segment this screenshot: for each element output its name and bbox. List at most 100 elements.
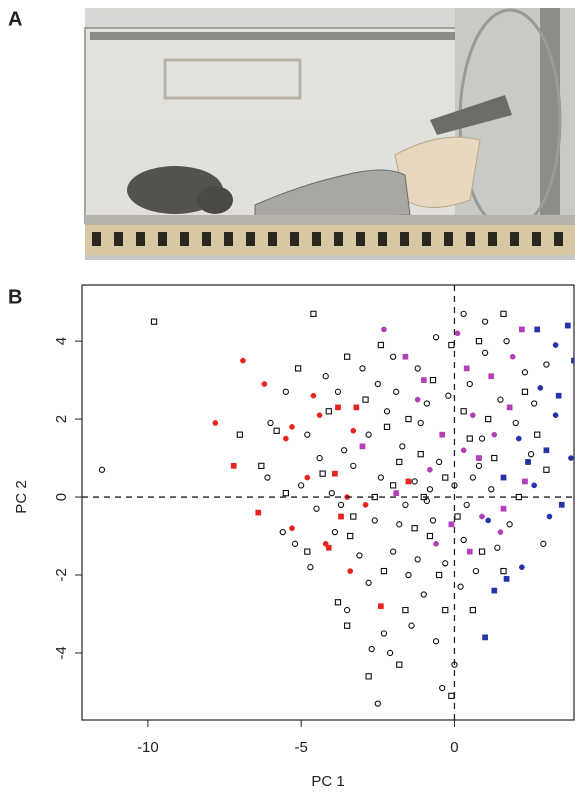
point — [420, 591, 427, 598]
point — [552, 342, 559, 348]
point — [283, 435, 289, 442]
point — [371, 517, 378, 524]
point — [522, 478, 528, 485]
point — [258, 462, 265, 470]
point — [378, 603, 384, 610]
point — [466, 380, 473, 388]
point — [500, 567, 507, 575]
photo — [84, 8, 575, 260]
ruler-mark — [378, 232, 387, 246]
point — [527, 451, 535, 458]
point — [344, 622, 351, 629]
point — [380, 630, 388, 637]
point — [307, 564, 314, 571]
point — [442, 606, 449, 614]
point — [405, 478, 412, 485]
plot-frame — [81, 284, 575, 721]
ruler-mark — [554, 232, 563, 246]
point — [334, 388, 342, 395]
point — [377, 341, 385, 349]
point — [313, 505, 320, 512]
point — [565, 322, 571, 329]
point — [525, 459, 531, 465]
point — [325, 544, 332, 551]
point — [365, 673, 372, 680]
point — [377, 474, 385, 481]
point — [426, 532, 434, 540]
ruler-mark — [246, 232, 255, 246]
point — [304, 548, 311, 555]
point — [460, 447, 467, 454]
point — [340, 447, 348, 454]
point — [469, 606, 476, 614]
y-tick-label: -2 — [53, 568, 70, 581]
point — [543, 447, 550, 454]
point — [423, 400, 431, 407]
point — [481, 349, 489, 356]
point — [396, 458, 403, 466]
point — [454, 513, 461, 520]
point — [454, 330, 461, 337]
point — [356, 552, 363, 559]
point — [381, 326, 387, 333]
ruler-mark — [466, 232, 475, 246]
point — [399, 443, 406, 450]
point — [537, 385, 544, 391]
point — [534, 326, 541, 333]
point — [543, 466, 550, 473]
point — [365, 431, 372, 438]
point — [433, 540, 439, 547]
point — [429, 517, 437, 524]
point — [429, 376, 437, 384]
x-tick-label: -10 — [137, 739, 159, 756]
point — [491, 431, 498, 438]
point — [475, 462, 483, 470]
point — [304, 474, 311, 481]
point — [466, 548, 473, 555]
point — [362, 396, 369, 403]
y-tick-label: 2 — [53, 415, 70, 423]
x-tick-label: -5 — [295, 739, 308, 756]
point — [466, 435, 473, 442]
point — [338, 513, 344, 520]
point — [506, 521, 513, 528]
point — [494, 544, 501, 551]
points — [98, 310, 574, 707]
ruler-mark — [400, 232, 409, 246]
point — [521, 388, 529, 395]
point — [335, 404, 341, 411]
point — [411, 525, 418, 532]
point — [512, 419, 519, 427]
point — [568, 455, 574, 461]
point — [98, 466, 106, 473]
point — [402, 353, 409, 360]
point — [506, 404, 513, 411]
point — [383, 423, 391, 431]
point — [571, 357, 574, 364]
point — [448, 692, 455, 699]
point — [273, 427, 280, 434]
point — [347, 568, 354, 574]
point — [442, 474, 449, 481]
point — [289, 525, 295, 532]
point — [503, 576, 510, 582]
point — [555, 392, 562, 399]
point — [491, 454, 498, 462]
point — [540, 540, 547, 547]
point — [460, 536, 467, 544]
point — [414, 396, 421, 403]
point — [289, 424, 295, 430]
x-tick-label: 0 — [450, 739, 458, 756]
ruler-mark — [356, 232, 365, 246]
point — [515, 435, 522, 442]
point — [432, 638, 440, 645]
point — [334, 599, 342, 606]
point — [482, 634, 488, 641]
ruler-mark — [510, 232, 519, 246]
point — [457, 583, 464, 590]
point — [546, 513, 553, 520]
ruler-mark — [444, 232, 453, 246]
point — [374, 380, 381, 388]
point — [497, 396, 504, 403]
point — [500, 310, 507, 317]
